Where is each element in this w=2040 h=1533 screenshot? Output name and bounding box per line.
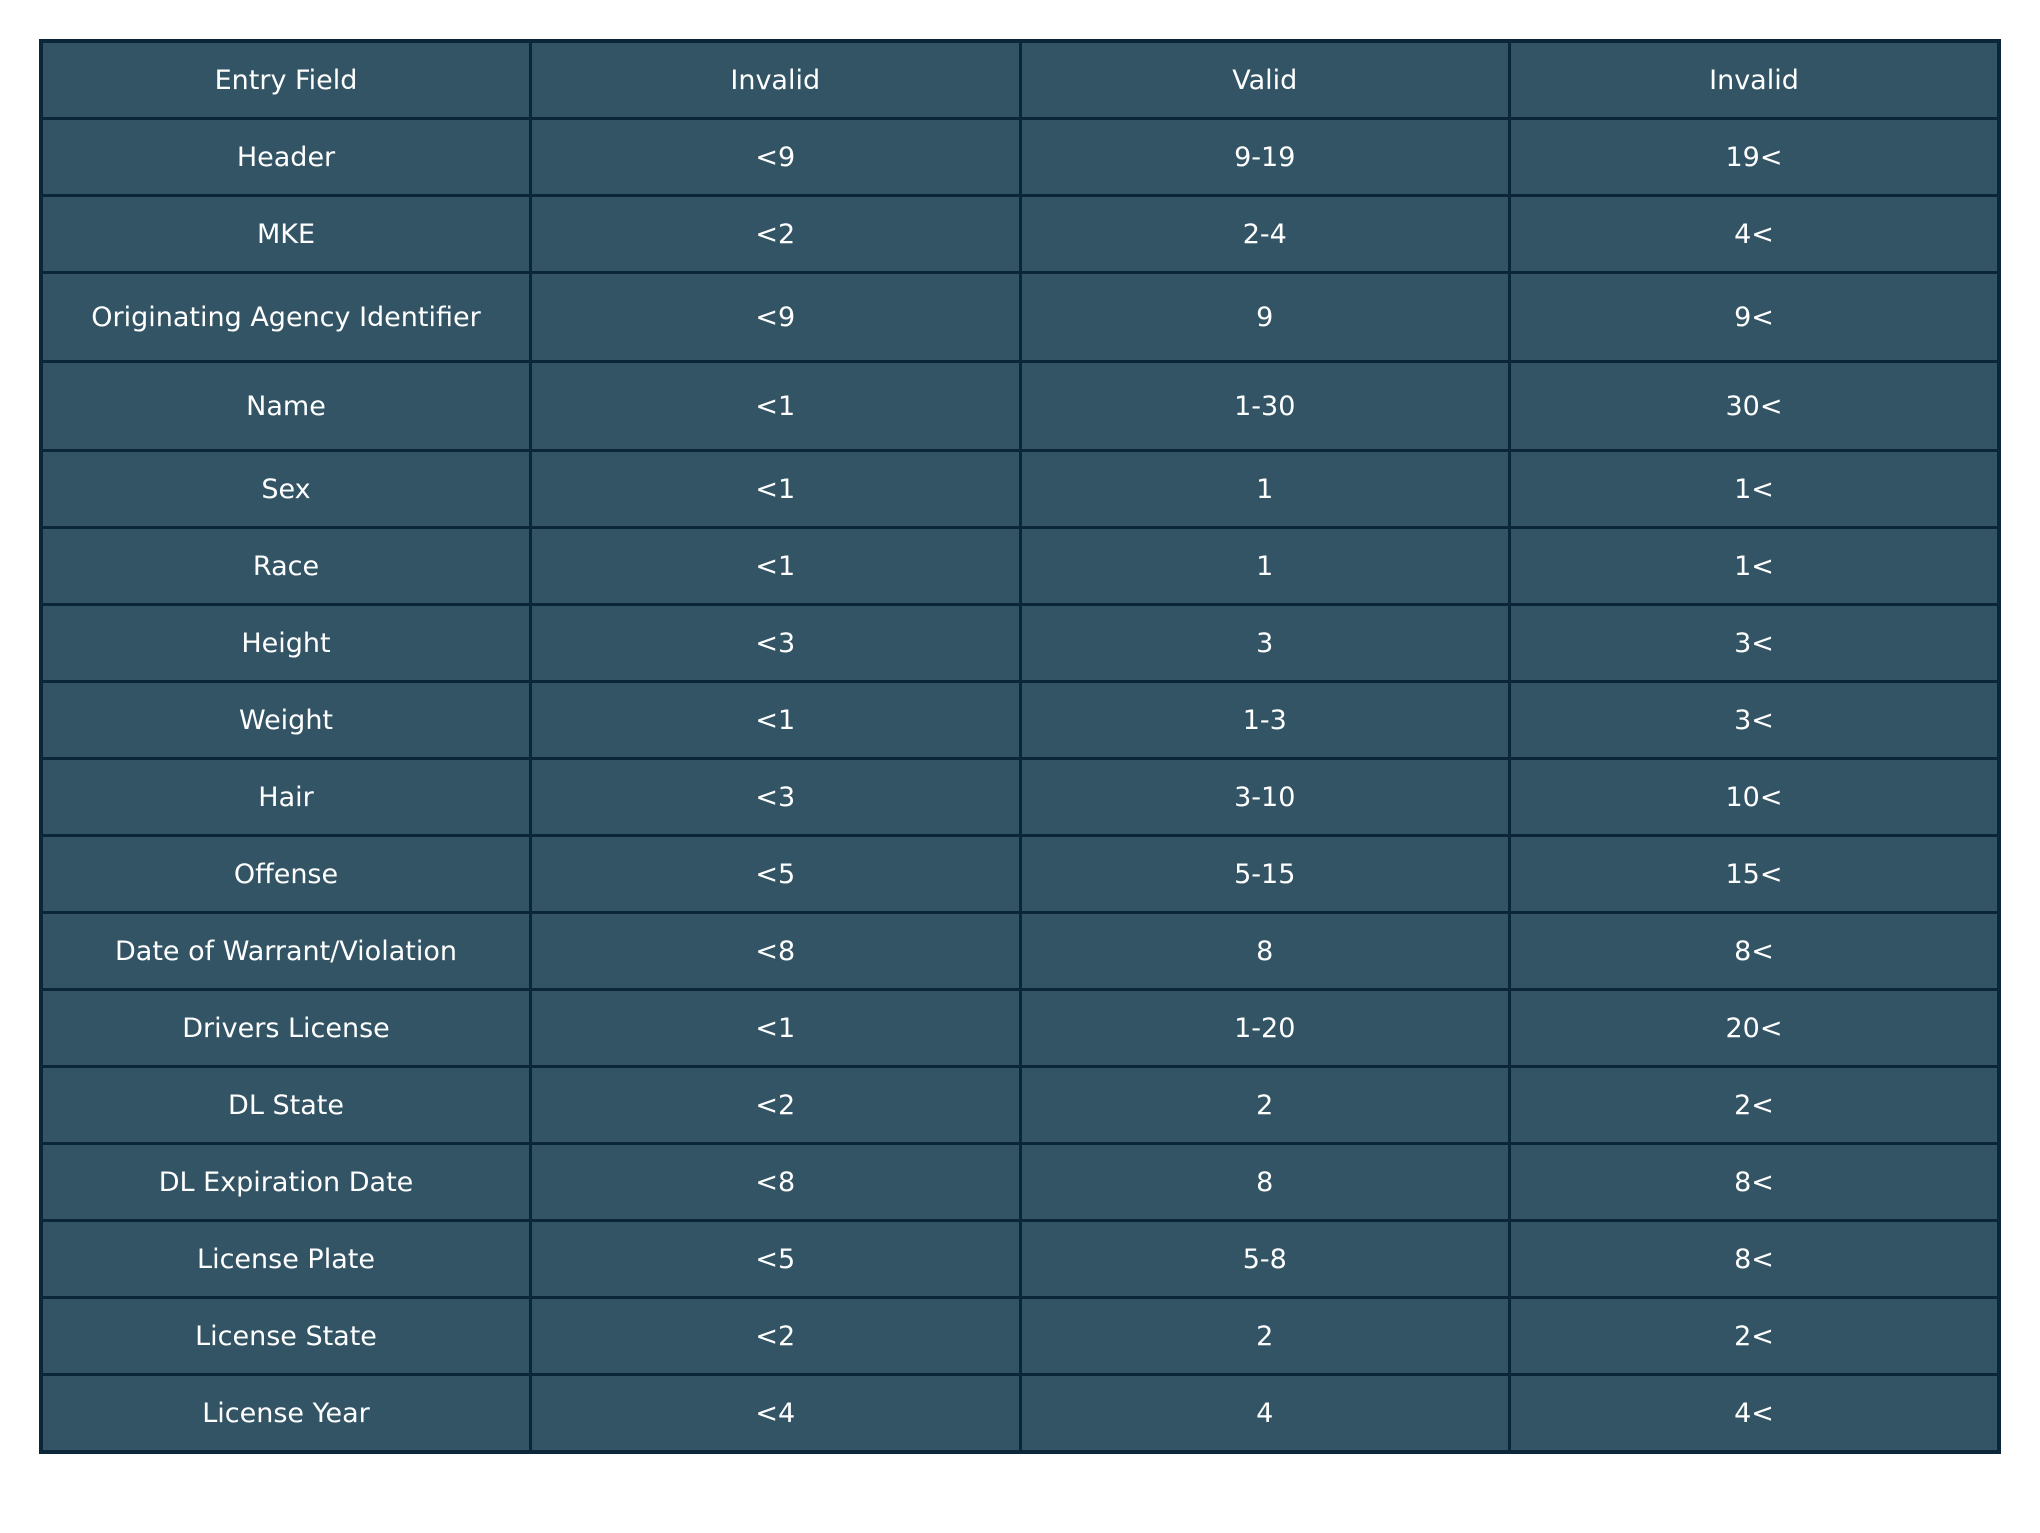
invalid-low-cell: <8 [529, 1142, 1022, 1222]
entry-field-cell: License Year [39, 1373, 532, 1454]
valid-cell: 2 [1018, 1296, 1511, 1376]
entry-field-cell: Weight [39, 680, 532, 760]
entry-field-cell: Hair [39, 757, 532, 837]
table-row: DL Expiration Date <8 8 8< [39, 1142, 2001, 1222]
valid-cell: 1-30 [1018, 360, 1511, 452]
invalid-high-cell: 8< [1508, 911, 2001, 991]
valid-cell: 9 [1018, 271, 1511, 363]
table-container: Entry Field Invalid Valid Invalid Header… [39, 39, 2001, 1454]
valid-cell: 8 [1018, 911, 1511, 991]
valid-cell: 1 [1018, 449, 1511, 529]
invalid-high-cell: 9< [1508, 271, 2001, 363]
table-row: Originating Agency Identifier <9 9 9< [39, 271, 2001, 363]
valid-cell: 2 [1018, 1065, 1511, 1145]
entry-field-cell: Sex [39, 449, 532, 529]
invalid-low-cell: <8 [529, 911, 1022, 991]
entry-field-cell: License Plate [39, 1219, 532, 1299]
table-row: Height <3 3 3< [39, 603, 2001, 683]
invalid-high-cell: 4< [1508, 1373, 2001, 1454]
valid-cell: 5-8 [1018, 1219, 1511, 1299]
column-header-invalid-low: Invalid [529, 39, 1022, 120]
valid-cell: 2-4 [1018, 194, 1511, 274]
invalid-low-cell: <9 [529, 117, 1022, 197]
invalid-high-cell: 3< [1508, 680, 2001, 760]
table-row: License Plate <5 5-8 8< [39, 1219, 2001, 1299]
invalid-high-cell: 30< [1508, 360, 2001, 452]
invalid-low-cell: <1 [529, 988, 1022, 1068]
table-row: Race <1 1 1< [39, 526, 2001, 606]
entry-field-cell: Offense [39, 834, 532, 914]
table-row: Hair <3 3-10 10< [39, 757, 2001, 837]
table-header: Entry Field Invalid Valid Invalid [39, 39, 2001, 120]
invalid-high-cell: 3< [1508, 603, 2001, 683]
valid-cell: 9-19 [1018, 117, 1511, 197]
invalid-low-cell: <1 [529, 360, 1022, 452]
invalid-high-cell: 19< [1508, 117, 2001, 197]
valid-cell: 4 [1018, 1373, 1511, 1454]
entry-field-cell: Drivers License [39, 988, 532, 1068]
invalid-low-cell: <9 [529, 271, 1022, 363]
entry-field-cell: Originating Agency Identifier [39, 271, 532, 363]
invalid-high-cell: 15< [1508, 834, 2001, 914]
entry-field-cell: Height [39, 603, 532, 683]
entry-field-cell: Race [39, 526, 532, 606]
entry-field-cell: MKE [39, 194, 532, 274]
table-row: License State <2 2 2< [39, 1296, 2001, 1376]
table-row: MKE <2 2-4 4< [39, 194, 2001, 274]
header-row: Entry Field Invalid Valid Invalid [39, 39, 2001, 120]
invalid-low-cell: <3 [529, 757, 1022, 837]
entry-field-cell: Date of Warrant/Violation [39, 911, 532, 991]
entry-field-table: Entry Field Invalid Valid Invalid Header… [39, 39, 2001, 1454]
valid-cell: 8 [1018, 1142, 1511, 1222]
valid-cell: 1-20 [1018, 988, 1511, 1068]
valid-cell: 1-3 [1018, 680, 1511, 760]
invalid-low-cell: <1 [529, 449, 1022, 529]
invalid-low-cell: <2 [529, 194, 1022, 274]
column-header-invalid-high: Invalid [1508, 39, 2001, 120]
invalid-low-cell: <4 [529, 1373, 1022, 1454]
invalid-low-cell: <1 [529, 526, 1022, 606]
table-row: License Year <4 4 4< [39, 1373, 2001, 1454]
entry-field-cell: DL Expiration Date [39, 1142, 532, 1222]
valid-cell: 1 [1018, 526, 1511, 606]
invalid-low-cell: <5 [529, 1219, 1022, 1299]
invalid-high-cell: 2< [1508, 1296, 2001, 1376]
entry-field-cell: DL State [39, 1065, 532, 1145]
table-row: Drivers License <1 1-20 20< [39, 988, 2001, 1068]
invalid-high-cell: 4< [1508, 194, 2001, 274]
table-body: Header <9 9-19 19< MKE <2 2-4 4< Originating Age… [39, 117, 2001, 1454]
invalid-high-cell: 1< [1508, 449, 2001, 529]
invalid-high-cell: 20< [1508, 988, 2001, 1068]
entry-field-cell: Header [39, 117, 532, 197]
table-row: DL State <2 2 2< [39, 1065, 2001, 1145]
invalid-high-cell: 10< [1508, 757, 2001, 837]
invalid-low-cell: <2 [529, 1065, 1022, 1145]
invalid-low-cell: <5 [529, 834, 1022, 914]
table-row: Header <9 9-19 19< [39, 117, 2001, 197]
table-row: Date of Warrant/Violation <8 8 8< [39, 911, 2001, 991]
invalid-high-cell: 1< [1508, 526, 2001, 606]
invalid-low-cell: <3 [529, 603, 1022, 683]
valid-cell: 5-15 [1018, 834, 1511, 914]
entry-field-cell: License State [39, 1296, 532, 1376]
table-row: Sex <1 1 1< [39, 449, 2001, 529]
entry-field-cell: Name [39, 360, 532, 452]
column-header-entry-field: Entry Field [39, 39, 532, 120]
invalid-low-cell: <1 [529, 680, 1022, 760]
invalid-high-cell: 8< [1508, 1219, 2001, 1299]
valid-cell: 3-10 [1018, 757, 1511, 837]
table-row: Offense <5 5-15 15< [39, 834, 2001, 914]
valid-cell: 3 [1018, 603, 1511, 683]
table-row: Name <1 1-30 30< [39, 360, 2001, 452]
invalid-low-cell: <2 [529, 1296, 1022, 1376]
table-row: Weight <1 1-3 3< [39, 680, 2001, 760]
column-header-valid: Valid [1018, 39, 1511, 120]
invalid-high-cell: 2< [1508, 1065, 2001, 1145]
invalid-high-cell: 8< [1508, 1142, 2001, 1222]
